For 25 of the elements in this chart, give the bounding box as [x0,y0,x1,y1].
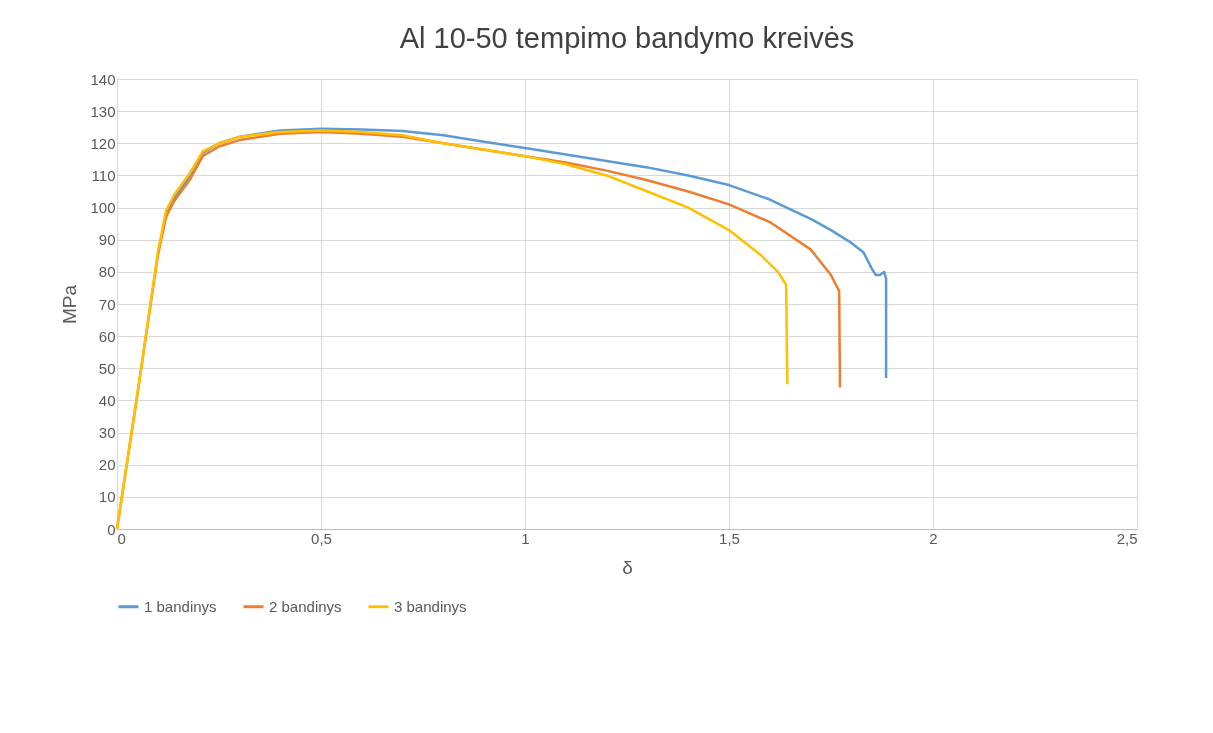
y-tick-label: 120 [90,134,116,152]
y-tick-label: 110 [91,166,116,184]
x-tick-label: 2,5 [1116,529,1138,547]
y-tick-label: 140 [90,70,116,88]
chart-title: Al 10-50 tempimo bandymo kreivės [399,22,855,54]
y-axis-title: MPa [59,284,81,325]
x-tick-label: 1 [521,529,530,547]
y-tick-label: 70 [98,295,116,313]
legend-label: 1 bandinys [144,597,217,615]
y-tick-label: 50 [98,359,116,377]
x-tick-label: 1,5 [719,529,740,547]
y-tick-label: 30 [98,424,116,442]
x-tick-label: 2 [929,529,938,547]
x-axis-title: δ [622,556,633,578]
legend-label: 3 bandinys [394,597,467,615]
y-tick-label: 90 [98,231,116,249]
y-tick-label: 60 [98,327,116,345]
y-tick-label: 20 [98,456,116,474]
x-tick-label: 0,5 [311,529,332,547]
y-tick-label: 80 [98,263,116,281]
y-tick-label: 10 [98,488,116,506]
legend-label: 2 bandinys [269,597,342,615]
y-tick-label: 100 [90,199,116,217]
y-tick-label: 40 [98,391,116,409]
y-tick-label: 130 [90,102,116,120]
